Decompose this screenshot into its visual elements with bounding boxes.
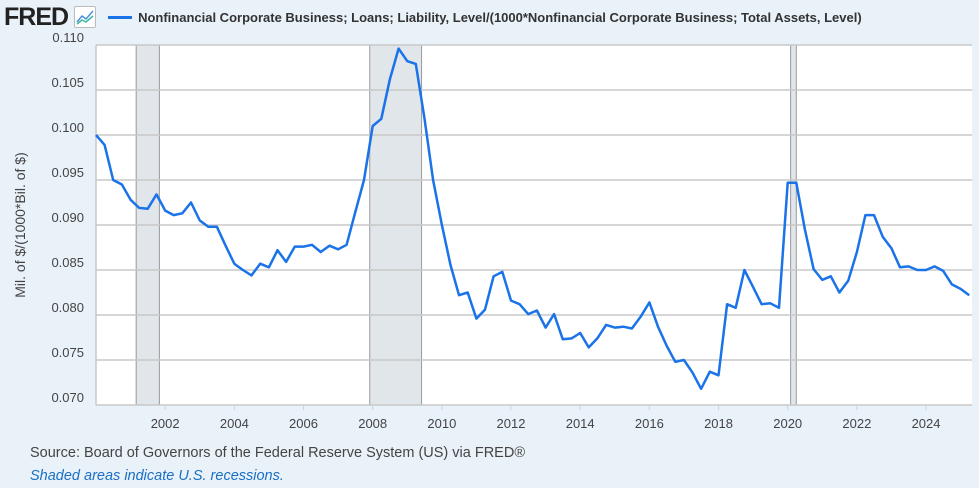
- x-tick-label: 2020: [773, 416, 802, 431]
- y-tick-label: 0.105: [51, 75, 84, 90]
- x-tick-label: 2022: [842, 416, 871, 431]
- y-tick-label: 0.085: [51, 255, 84, 270]
- chart-header: FRED Nonfinancial Corporate Business; Lo…: [4, 2, 862, 32]
- y-tick-label: 0.070: [51, 390, 84, 405]
- legend-label: Nonfinancial Corporate Business; Loans; …: [138, 9, 862, 25]
- x-tick-label: 2008: [358, 416, 387, 431]
- x-tick-label: 2018: [704, 416, 733, 431]
- y-tick-label: 0.100: [51, 120, 84, 135]
- y-tick-label: 0.075: [51, 345, 84, 360]
- line-chart-icon: [74, 6, 97, 28]
- fred-logo[interactable]: FRED: [4, 2, 69, 31]
- y-tick-label: 0.095: [51, 165, 84, 180]
- y-tick-label: 0.090: [51, 210, 84, 225]
- source-note: Source: Board of Governors of the Federa…: [30, 445, 526, 461]
- x-tick-label: 2004: [220, 416, 249, 431]
- line-chart: 0.070 0.075 0.080 0.085 0.090 0.095 0.100 0.105…: [12, 30, 972, 431]
- x-tick-label: 2014: [566, 416, 595, 431]
- x-tick-label: 2010: [427, 416, 456, 431]
- x-tick-label: 2002: [151, 416, 180, 431]
- y-axis-label: Mil. of $/(1000*Bil. of $): [12, 152, 28, 298]
- x-tick-label: 2006: [289, 416, 318, 431]
- legend-swatch: [108, 15, 133, 19]
- x-tick-label: 2012: [497, 416, 526, 431]
- x-tick-label: 2024: [912, 416, 941, 431]
- recession-note: Shaded areas indicate U.S. recessions.: [30, 468, 284, 484]
- x-tick-label: 2016: [635, 416, 664, 431]
- y-tick-label: 0.110: [52, 30, 84, 45]
- series-line: [95, 47, 970, 391]
- y-tick-label: 0.080: [51, 300, 84, 315]
